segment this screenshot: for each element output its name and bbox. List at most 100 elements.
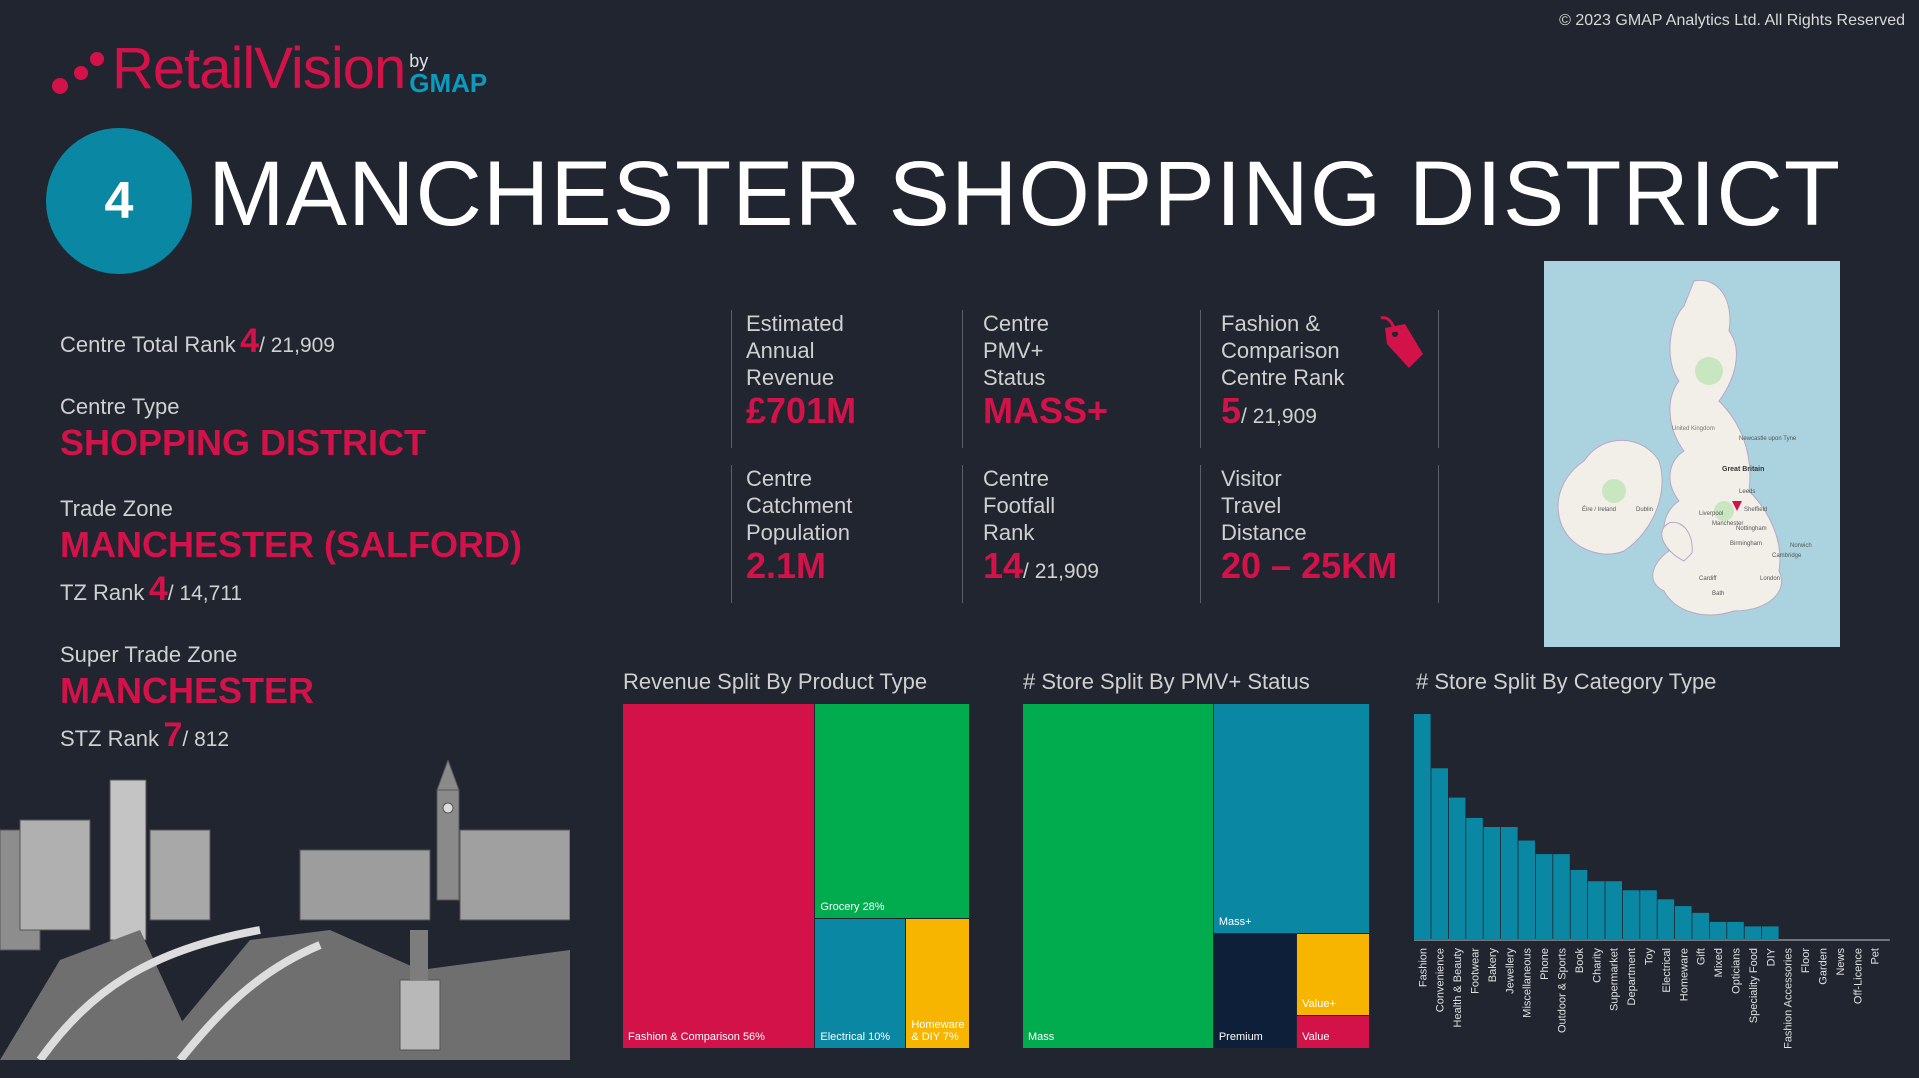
map-label: Newcastle upon Tyne [1739, 436, 1797, 442]
category-bar[interactable] [1657, 899, 1675, 940]
category-tick-label: Fashion [1417, 948, 1429, 987]
kpi-travel-value: 20 – 25KM [1221, 545, 1398, 586]
treemap-cell-label: Grocery 28% [820, 900, 885, 913]
manchester-cityscape-image [0, 760, 570, 1060]
category-tick-label: Off-Licence [1852, 948, 1864, 1004]
category-bar[interactable] [1448, 797, 1466, 940]
category-bar[interactable] [1501, 827, 1518, 940]
category-tick-label: Opticians [1731, 948, 1743, 994]
category-split-title: # Store Split By Category Type [1416, 669, 1717, 694]
map-land [1557, 279, 1783, 616]
kpi-fashion-value: 5 [1221, 390, 1242, 431]
map-label: Leeds [1739, 489, 1756, 495]
category-bar[interactable] [1675, 906, 1692, 940]
map-label: Cardiff [1699, 576, 1717, 582]
map-label: Nottingham [1736, 526, 1767, 532]
category-bar[interactable] [1483, 827, 1501, 940]
category-tick-label: Homeware [1678, 948, 1690, 1001]
map-label: Norwich [1790, 543, 1812, 549]
map-label: Birmingham [1730, 541, 1763, 547]
super-trade-zone-value: MANCHESTER [60, 670, 315, 711]
map-label: Great Britain [1722, 466, 1765, 473]
kpi-revenue-value: £701M [746, 390, 857, 431]
centre-type-value: SHOPPING DISTRICT [60, 422, 427, 463]
category-bar[interactable] [1744, 926, 1762, 940]
treemap-cell-label: Mass [1028, 1031, 1055, 1043]
category-bar[interactable] [1709, 921, 1727, 940]
treemap-cell-label: Homeware & DIY 7% [911, 1018, 965, 1043]
category-bar[interactable] [1622, 890, 1640, 940]
pmv-split-title: # Store Split By PMV+ Status [1023, 669, 1310, 694]
treemap-cell[interactable]: Homeware & DIY 7% [906, 918, 970, 1049]
treemap-cell[interactable]: Mass [1023, 704, 1214, 1049]
category-tick-label: Department [1626, 948, 1638, 1005]
treemap-cell[interactable]: Premium [1213, 934, 1298, 1049]
rank-badge: 4 [46, 128, 192, 274]
revenue-treemap: Fashion & Comparison 56% Grocery 28% Elect… [623, 704, 970, 1049]
category-bar[interactable] [1466, 817, 1483, 940]
category-tick-label: Supermarket [1609, 948, 1621, 1011]
map-label: Dublin [1636, 507, 1654, 513]
map-label: Liverpool [1699, 511, 1724, 517]
map-label: Bath [1712, 591, 1725, 597]
treemap-cell[interactable]: Electrical 10% [815, 918, 907, 1049]
tz-rank: TZ Rank 4/ 14,711 [60, 570, 243, 608]
logo-wordmark: RetailVision [112, 36, 406, 101]
category-tick-label: Gift [1696, 948, 1708, 965]
logo-by: by [409, 51, 429, 71]
copyright-notice: © 2023 GMAP Analytics Ltd. All Rights Re… [1559, 12, 1905, 29]
treemap-cell-label: Mass+ [1218, 916, 1252, 928]
category-bar[interactable] [1605, 881, 1622, 940]
category-bar[interactable] [1640, 890, 1657, 940]
category-bar[interactable] [1414, 714, 1431, 940]
retailvision-logo: RetailVision by GMAP [52, 40, 487, 98]
category-bar[interactable] [1588, 881, 1605, 940]
map-label: United Kingdom [1672, 426, 1715, 432]
price-tag-icon [1380, 316, 1423, 368]
logo-gmap: GMAP [409, 68, 488, 98]
trade-zone-label: Trade Zone [60, 496, 173, 521]
category-bar[interactable] [1727, 921, 1744, 940]
treemap-cell[interactable]: Grocery 28% [815, 704, 970, 919]
category-tick-label: Pet [1870, 948, 1882, 965]
map-label: London [1760, 576, 1781, 582]
category-tick-label: Outdoor & Sports [1557, 948, 1569, 1033]
kpi-estimated-revenue: Estimated Annual Revenue £701M [731, 310, 963, 448]
treemap-cell[interactable]: Value [1297, 1016, 1370, 1049]
treemap-cell[interactable]: Value+ [1297, 934, 1370, 1017]
category-tick-label: Electrical [1661, 948, 1673, 993]
category-tick-label: Footwear [1470, 948, 1482, 994]
category-bar[interactable] [1431, 768, 1448, 940]
category-bar[interactable] [1518, 840, 1535, 940]
category-bar[interactable] [1570, 869, 1588, 940]
kpi-catchment-value: 2.1M [746, 545, 827, 586]
uk-location-map[interactable]: United Kingdom Great Britain Newcastle u… [1544, 261, 1840, 647]
category-tick-label: Garden [1818, 948, 1830, 985]
centre-total-rank: Centre Total Rank 4/ 21,909 [60, 322, 335, 360]
category-bar[interactable] [1553, 854, 1570, 940]
category-bar[interactable] [1692, 912, 1709, 940]
category-bar[interactable] [1535, 854, 1553, 940]
trade-zone-value: MANCHESTER (SALFORD) [60, 524, 522, 565]
category-tick-label: Mixed [1713, 948, 1725, 977]
category-tick-label: Jewellery [1504, 948, 1516, 994]
category-tick-label: Miscellaneous [1522, 948, 1534, 1018]
logo-dots-icon [52, 44, 112, 98]
category-tick-label: Phone [1539, 948, 1551, 980]
category-tick-label: Fashion Accessories [1783, 948, 1795, 1049]
category-tick-label: News [1835, 948, 1847, 976]
kpi-catchment-population: Centre Catchment Population 2.1M [731, 465, 963, 603]
centre-total-rank-value: 4 [240, 322, 260, 360]
treemap-cell-label: Fashion & Comparison 56% [628, 1031, 765, 1043]
treemap-cell[interactable]: Mass+ [1213, 704, 1370, 934]
treemap-cell[interactable]: Fashion & Comparison 56% [623, 704, 816, 1049]
pmv-treemap: Mass Mass+ Premium Value+ Value [1023, 704, 1370, 1049]
stz-rank: STZ Rank 7/ 812 [60, 716, 230, 754]
category-tick-label: Convenience [1435, 948, 1447, 1012]
category-bar[interactable] [1762, 926, 1779, 940]
category-bar-chart: Fashion Convenience Health & Beauty Footwea… [1414, 714, 1890, 1049]
revenue-split-title: Revenue Split By Product Type [623, 669, 928, 694]
map-marker-icon [1732, 501, 1742, 511]
kpi-footfall-value: 14 [983, 545, 1024, 586]
map-label: Manchester [1712, 521, 1744, 527]
